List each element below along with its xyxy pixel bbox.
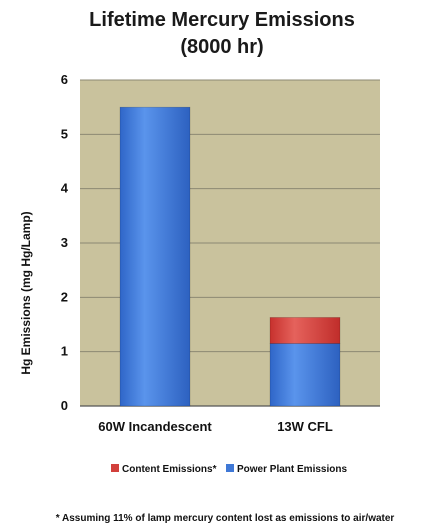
x-axis-categories: 60W Incandescent 13W CFL <box>98 419 333 434</box>
y-tick-label: 6 <box>61 72 68 87</box>
footnote: * Assuming 11% of lamp mercury content l… <box>56 513 395 524</box>
legend-swatch <box>111 464 119 472</box>
y-tick-label: 4 <box>61 181 69 196</box>
legend: Content Emissions* Power Plant Emissions <box>111 464 347 475</box>
y-tick-label: 3 <box>61 235 68 250</box>
bars-group <box>119 106 341 407</box>
legend-label: Power Plant Emissions <box>237 464 347 475</box>
bar-13w-cfl-content-emissions <box>269 317 341 344</box>
bar-60w-incandescent-power-plant-emissions <box>119 106 191 407</box>
chart-subtitle: (8000 hr) <box>180 36 263 58</box>
y-axis-ticks: 0 1 2 3 4 5 6 <box>61 72 69 413</box>
bar-13w-cfl-power-plant-emissions <box>269 343 341 407</box>
x-category-label: 13W CFL <box>277 419 333 434</box>
y-tick-label: 1 <box>61 344 68 359</box>
y-tick-label: 2 <box>61 289 68 304</box>
y-tick-label: 5 <box>61 126 68 141</box>
legend-swatch <box>226 464 234 472</box>
y-tick-label: 0 <box>61 398 68 413</box>
x-category-label: 60W Incandescent <box>98 419 212 434</box>
y-axis-label: Hg Emissions (mg Hg/Lamp) <box>19 211 33 374</box>
legend-label: Content Emissions* <box>122 464 217 475</box>
chart-title: Lifetime Mercury Emissions <box>89 9 355 31</box>
